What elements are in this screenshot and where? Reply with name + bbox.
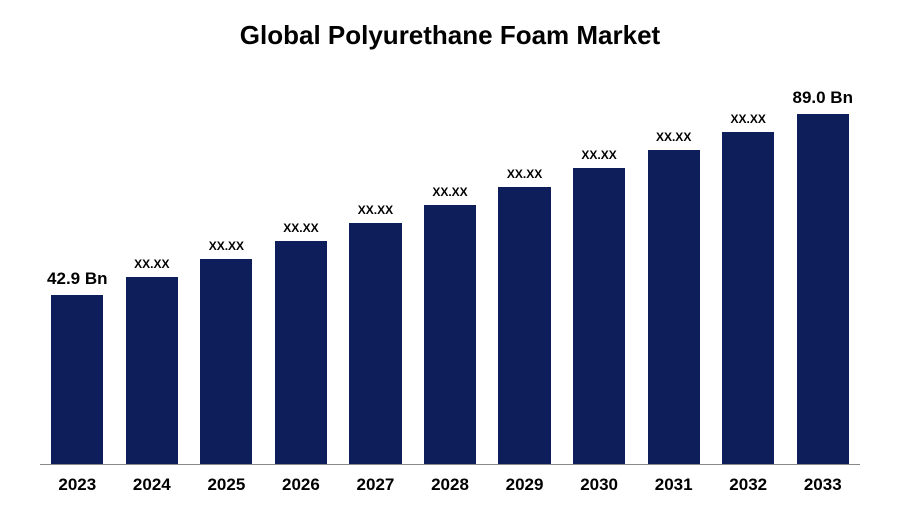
bar-group: 89.0 Bn <box>785 71 860 464</box>
bar-group: 42.9 Bn <box>40 71 115 464</box>
bar-group: XX.XX <box>338 71 413 464</box>
bar <box>648 150 700 464</box>
bar <box>51 295 103 464</box>
bar-value-label: XX.XX <box>432 185 467 199</box>
bar-group: XX.XX <box>636 71 711 464</box>
bar-group: XX.XX <box>264 71 339 464</box>
bar <box>126 277 178 464</box>
x-axis-label: 2030 <box>562 475 637 495</box>
x-axis-label: 2029 <box>487 475 562 495</box>
bar-value-label: XX.XX <box>134 257 169 271</box>
x-axis-label: 2028 <box>413 475 488 495</box>
bar-value-label: XX.XX <box>283 221 318 235</box>
x-axis-label: 2032 <box>711 475 786 495</box>
x-axis-label: 2027 <box>338 475 413 495</box>
bar <box>722 132 774 464</box>
x-axis-label: 2033 <box>785 475 860 495</box>
chart-container: Global Polyurethane Foam Market 42.9 Bn X… <box>0 0 900 525</box>
bar-group: XX.XX <box>711 71 786 464</box>
bar-value-label: XX.XX <box>581 148 616 162</box>
bar-group: XX.XX <box>413 71 488 464</box>
bar <box>200 259 252 464</box>
bar <box>349 223 401 464</box>
bar-group: XX.XX <box>115 71 190 464</box>
bar <box>275 241 327 464</box>
chart-title: Global Polyurethane Foam Market <box>40 20 860 51</box>
x-axis-label: 2023 <box>40 475 115 495</box>
x-axis-label: 2031 <box>636 475 711 495</box>
bar-value-label: XX.XX <box>656 130 691 144</box>
bar <box>498 187 550 464</box>
plot-area: 42.9 Bn XX.XX XX.XX XX.XX XX.XX XX.XX XX.XX XX.… <box>40 71 860 465</box>
bar-value-label: 89.0 Bn <box>793 88 853 108</box>
x-axis-label: 2025 <box>189 475 264 495</box>
bar-value-label: XX.XX <box>731 112 766 126</box>
bar-value-label: XX.XX <box>507 167 542 181</box>
bar-value-label: XX.XX <box>209 239 244 253</box>
x-axis-label: 2024 <box>115 475 190 495</box>
bar-group: XX.XX <box>487 71 562 464</box>
bar <box>424 205 476 464</box>
bar <box>797 114 849 464</box>
x-axis: 2023202420252026202720282029203020312032… <box>40 475 860 495</box>
bar-group: XX.XX <box>189 71 264 464</box>
bars-wrapper: 42.9 Bn XX.XX XX.XX XX.XX XX.XX XX.XX XX.XX XX.… <box>40 71 860 464</box>
bar <box>573 168 625 464</box>
x-axis-label: 2026 <box>264 475 339 495</box>
bar-group: XX.XX <box>562 71 637 464</box>
bar-value-label: 42.9 Bn <box>47 269 107 289</box>
bar-value-label: XX.XX <box>358 203 393 217</box>
